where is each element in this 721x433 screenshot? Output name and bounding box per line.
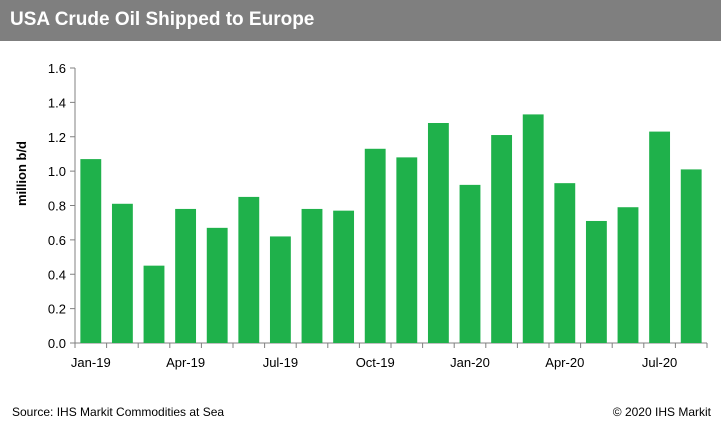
bar-jul-19 [269, 236, 291, 343]
bar-feb-19 [111, 203, 133, 343]
x-tick-label: Oct-19 [356, 355, 395, 370]
bar-apr-19 [175, 208, 197, 343]
y-tick-label: 0.8 [48, 199, 66, 214]
y-tick-label: 0.2 [48, 302, 66, 317]
bar-feb-20 [491, 135, 513, 343]
source-note: Source: IHS Markit Commodities at Sea [12, 405, 225, 419]
bar-mar-19 [143, 265, 165, 343]
bar-may-20 [585, 220, 607, 343]
bar-sep-19 [333, 210, 355, 343]
bar-jun-20 [617, 207, 639, 343]
bar-jan-20 [459, 184, 481, 343]
chart-title: USA Crude Oil Shipped to Europe [10, 9, 315, 30]
y-tick-label: 0.4 [48, 267, 66, 282]
copyright-note: © 2020 IHS Markit [612, 405, 711, 419]
x-tick-label: Jul-19 [263, 355, 298, 370]
x-tick-label: Jan-20 [450, 355, 490, 370]
x-tick-label: Apr-20 [545, 355, 584, 370]
y-axis-title: million b/d [14, 141, 29, 206]
x-tick-label: Apr-19 [166, 355, 205, 370]
x-tick-label: Jul-20 [642, 355, 677, 370]
bar-jan-19 [80, 159, 102, 343]
bar-oct-19 [364, 148, 386, 343]
bar-jun-19 [238, 196, 260, 343]
y-tick-label: 1.2 [48, 130, 66, 145]
bar-nov-19 [396, 157, 418, 343]
y-tick-label: 0.6 [48, 233, 66, 248]
y-tick-label: 0.0 [48, 336, 66, 351]
bar-apr-20 [554, 183, 576, 343]
y-tick-label: 1.4 [48, 95, 66, 110]
y-tick-label: 1.0 [48, 164, 66, 179]
bar-dec-19 [427, 123, 449, 343]
title-bar: USA Crude Oil Shipped to Europe [0, 0, 721, 41]
bar-mar-20 [522, 114, 544, 343]
bar-may-19 [206, 227, 228, 343]
bar-jul-20 [649, 131, 671, 343]
y-tick-label: 1.6 [48, 61, 66, 76]
bar-aug-20 [680, 169, 702, 343]
bar-aug-19 [301, 208, 323, 343]
bar-chart: 0.0 0.2 0.4 0.6 0.8 1.0 1.2 1.4 1.6 million b/d Ja… [14, 61, 708, 370]
x-tick-label: Jan-19 [71, 355, 111, 370]
